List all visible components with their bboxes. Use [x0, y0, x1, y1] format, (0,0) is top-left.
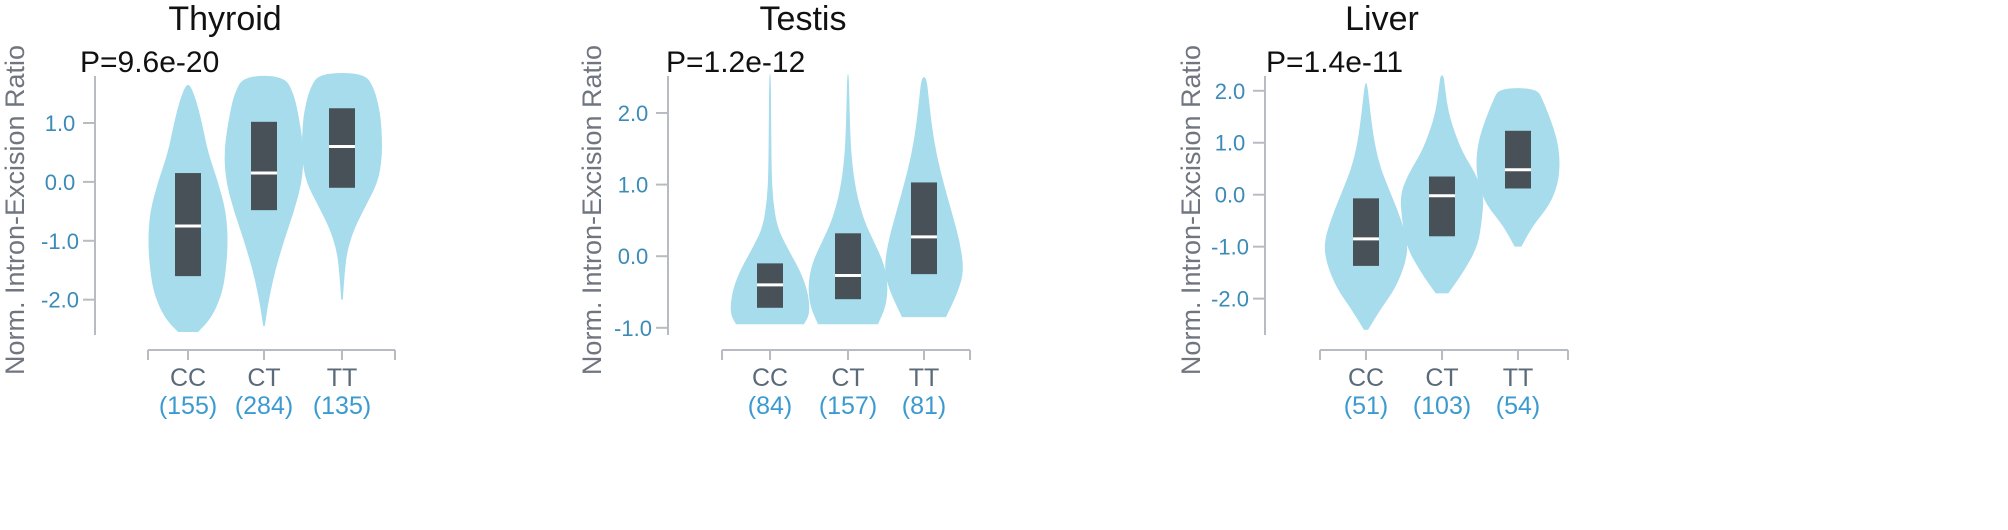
- p-value-label: P=1.4e-11: [1266, 46, 1403, 79]
- x-sample-count: (155): [159, 392, 217, 420]
- x-sample-count: (103): [1413, 392, 1471, 420]
- p-value-label: P=9.6e-20: [80, 46, 219, 79]
- x-sample-count: (284): [235, 392, 293, 420]
- x-category-label: TT: [1503, 364, 1534, 392]
- x-category-label: CT: [247, 364, 280, 392]
- x-sample-count: (81): [902, 392, 946, 420]
- y-tick-label: -1.0: [41, 229, 79, 254]
- x-sample-count: (135): [313, 392, 371, 420]
- x-category-label: TT: [327, 364, 358, 392]
- iqr-box-ct: [835, 233, 861, 300]
- x-category-label: CC: [170, 364, 206, 392]
- iqr-box-ct: [1429, 176, 1455, 237]
- panel-testis: Testis P=1.2e-12 Norm. Intron-Excision Rat…: [577, 0, 971, 420]
- y-tick-label: -1.0: [614, 316, 652, 341]
- y-tick-label: -2.0: [1211, 287, 1249, 312]
- x-sample-count: (54): [1496, 392, 1540, 420]
- y-tick-label: 2.0: [1215, 79, 1246, 104]
- y-tick-label: 1.0: [1215, 131, 1246, 156]
- iqr-box-ct: [251, 121, 277, 211]
- x-sample-count: (51): [1344, 392, 1388, 420]
- chart-title: Liver: [1345, 0, 1419, 38]
- y-tick-label: 1.0: [45, 111, 76, 136]
- chart-title: Testis: [760, 0, 847, 38]
- x-category-label: TT: [909, 364, 940, 392]
- x-category-label: CT: [1425, 364, 1458, 392]
- iqr-box-tt: [1505, 130, 1531, 189]
- p-value-label: P=1.2e-12: [666, 46, 805, 79]
- x-sample-count: (84): [748, 392, 792, 420]
- violin-ct: [808, 73, 888, 325]
- y-tick-label: 0.0: [1215, 183, 1246, 208]
- y-tick-label: -1.0: [1211, 235, 1249, 260]
- y-axis-label: Norm. Intron-Excision Ratio: [0, 45, 30, 375]
- violin-cc: [730, 73, 810, 325]
- iqr-box-tt: [911, 182, 937, 275]
- y-axis-label: Norm. Intron-Excision Ratio: [1176, 45, 1206, 375]
- chart-title: Thyroid: [168, 0, 281, 38]
- y-tick-label: 0.0: [45, 170, 76, 195]
- y-tick-label: -2.0: [41, 288, 79, 313]
- x-category-label: CT: [831, 364, 864, 392]
- x-category-label: CC: [1348, 364, 1384, 392]
- x-sample-count: (157): [819, 392, 877, 420]
- y-tick-label: 0.0: [618, 244, 649, 269]
- y-tick-label: 2.0: [618, 101, 649, 126]
- x-category-label: CC: [752, 364, 788, 392]
- iqr-box-cc: [1353, 198, 1379, 266]
- panel-thyroid: Thyroid P=9.6e-20 Norm. Intron-Excision Ra…: [0, 0, 396, 420]
- y-tick-label: 1.0: [618, 173, 649, 198]
- y-axis-label: Norm. Intron-Excision Ratio: [577, 45, 607, 375]
- panel-liver: Liver P=1.4e-11 Norm. Intron-Excision Rati…: [1176, 0, 1569, 420]
